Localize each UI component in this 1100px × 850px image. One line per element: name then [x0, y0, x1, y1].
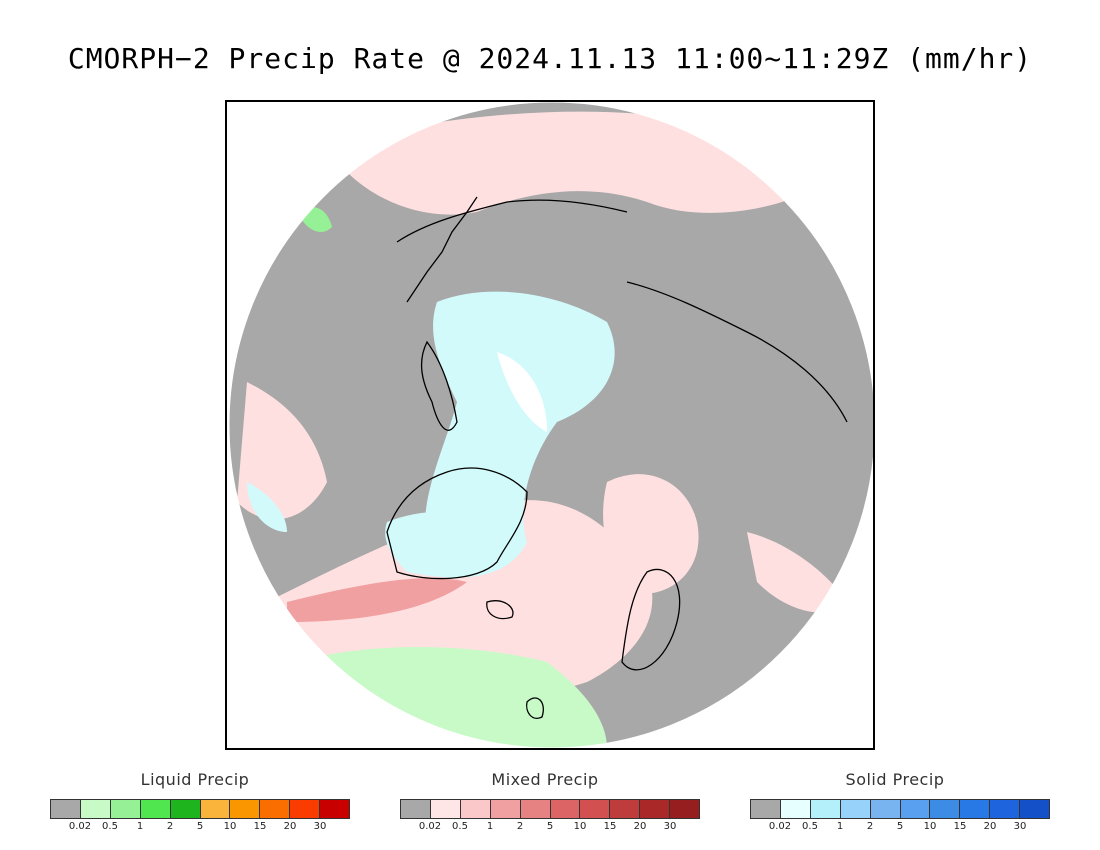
mixed-precip-barents	[747, 532, 847, 613]
legend-swatch	[810, 800, 841, 818]
legend-colorbar	[750, 799, 1050, 819]
mixed-precip-heavy-band	[287, 578, 467, 622]
legend-swatch	[670, 800, 700, 818]
legend-swatch	[751, 800, 781, 818]
legend-swatch	[80, 800, 111, 818]
legend-tick-label: 1	[486, 821, 494, 832]
legend-tick-label: 10	[223, 821, 237, 832]
legend-tick-label: 20	[633, 821, 647, 832]
legend-swatch	[990, 800, 1021, 818]
solid-precip-peak-white	[497, 352, 547, 432]
legend-tick-label: 20	[283, 821, 297, 832]
siberia-coast	[626, 281, 848, 423]
legend-swatch	[170, 800, 201, 818]
legend-tick-label: 0.5	[452, 821, 468, 832]
legend-swatch	[930, 800, 961, 818]
legend-swatch	[900, 800, 931, 818]
coastlines	[386, 196, 848, 719]
british-isles-coast	[526, 697, 544, 719]
mixed-precip-norwegian-sea	[603, 474, 699, 594]
legend-swatch	[460, 800, 491, 818]
legend-swatch	[580, 800, 611, 818]
legend-swatch	[550, 800, 581, 818]
legend-swatch	[870, 800, 901, 818]
solid-precip-central-arctic	[424, 291, 615, 565]
legend-swatch	[640, 800, 671, 818]
legend-title: Solid Precip	[845, 770, 945, 789]
legend-tick-label: 1	[836, 821, 844, 832]
legend-ticks: 0.02 0.5 1 2 5 10 15 20 30	[750, 819, 1050, 833]
iceland-coast	[486, 600, 514, 620]
legend-swatch	[1020, 800, 1050, 818]
solid-precip-greenland	[385, 511, 527, 578]
legend-tick-label: 15	[253, 821, 267, 832]
legend-tick-label: 2	[516, 821, 524, 832]
legend-tick-label: 0.02	[68, 821, 92, 832]
legend-swatch	[960, 800, 991, 818]
alaska-border	[406, 196, 478, 303]
legend-tick-label: 15	[953, 821, 967, 832]
legend-colorbar	[400, 799, 700, 819]
legend-colorbar	[50, 799, 350, 819]
legend-solid-precip: Solid Precip 0.02 0.5 1 2 5 10 15 20 30	[750, 770, 1050, 833]
legend-swatch	[110, 800, 141, 818]
legend-swatch	[490, 800, 521, 818]
legend-tick-label: 10	[573, 821, 587, 832]
legend-tick-label: 0.5	[802, 821, 818, 832]
map-title: CMORPH−2 Precip Rate @ 2024.11.13 11:00~…	[67, 42, 1033, 75]
legend-ticks: 0.02 0.5 1 2 5 10 15 20 30	[400, 819, 700, 833]
legend-title: Mixed Precip	[491, 770, 599, 789]
legend-tick-label: 5	[546, 821, 554, 832]
legend-tick-label: 0.5	[102, 821, 118, 832]
legend-swatch	[140, 800, 171, 818]
legend-swatch	[401, 800, 431, 818]
legend-swatch	[430, 800, 461, 818]
canadian-archipelago	[420, 340, 458, 431]
legend-tick-label: 0.02	[768, 821, 792, 832]
greenland-coast	[386, 467, 528, 580]
legend-tick-label: 15	[603, 821, 617, 832]
legend-tick-label: 10	[923, 821, 937, 832]
legend-mixed-precip: Mixed Precip 0.02 0.5 1 2 5 10 15 20 30	[400, 770, 700, 833]
mixed-precip-alaska-coast	[237, 382, 327, 520]
solid-precip-canada-west	[247, 482, 287, 532]
precip-field	[229, 102, 873, 748]
legend-swatch	[520, 800, 551, 818]
map-panel	[225, 100, 875, 750]
legend-swatch	[610, 800, 641, 818]
hemisphere-edge	[228, 102, 873, 748]
legend-tick-label: 2	[866, 821, 874, 832]
legend-swatch	[51, 800, 81, 818]
legend-tick-label: 0.02	[418, 821, 442, 832]
polar-precip-map	[227, 102, 873, 748]
legend-tick-label: 1	[136, 821, 144, 832]
legend-tick-label: 30	[663, 821, 677, 832]
scandinavia-coast	[621, 568, 681, 671]
legend-swatch	[260, 800, 291, 818]
alaska-chukotka-coast	[396, 199, 628, 243]
legend-swatch	[320, 800, 350, 818]
legend-tick-label: 5	[896, 821, 904, 832]
legend-ticks: 0.02 0.5 1 2 5 10 15 20 30	[50, 819, 350, 833]
legend-title: Liquid Precip	[140, 770, 250, 789]
legend-tick-label: 30	[313, 821, 327, 832]
legend-tick-label: 2	[166, 821, 174, 832]
legend-swatch	[840, 800, 871, 818]
legend-swatch	[290, 800, 321, 818]
legend-tick-label: 20	[983, 821, 997, 832]
mixed-precip-north-pacific	[347, 111, 807, 215]
legend-swatch	[230, 800, 261, 818]
legend-swatch	[200, 800, 231, 818]
legend-liquid-precip: Liquid Precip 0.02 0.5 1 2 5 10 15 20 30	[50, 770, 350, 833]
legend-tick-label: 5	[196, 821, 204, 832]
legend-tick-label: 30	[1013, 821, 1027, 832]
legend-swatch	[780, 800, 811, 818]
